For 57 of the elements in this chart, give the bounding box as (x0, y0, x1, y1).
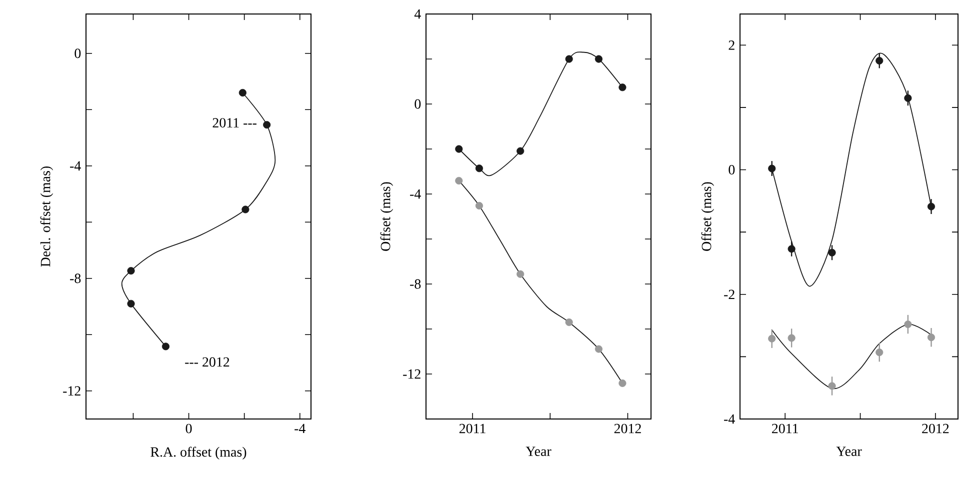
point (828, 248, 836, 256)
y-tick-label: -8 (410, 279, 421, 289)
point (516, 147, 524, 155)
x-tick-label: 0 (186, 424, 192, 434)
point (594, 345, 602, 353)
y-tick-label: -4 (410, 189, 421, 199)
point (455, 145, 463, 153)
y-tick-label: 0 (74, 48, 81, 58)
y-tick-label: 2 (728, 40, 734, 50)
y-tick-label: 0 (728, 165, 735, 174)
y-axis-title: Offset (mas) (380, 182, 394, 251)
point (127, 300, 135, 308)
point (127, 266, 135, 275)
x-axis-title: Year (836, 446, 862, 456)
point (565, 55, 573, 63)
point (238, 88, 246, 97)
annotation: 2011 --- (212, 118, 256, 128)
x-tick-label: 2011 (459, 424, 486, 434)
x-tick-label: 2012 (614, 424, 641, 434)
point (618, 84, 626, 92)
point (828, 382, 836, 390)
point (594, 55, 602, 63)
point (927, 334, 936, 342)
point (162, 342, 170, 350)
point (475, 164, 484, 172)
y-tick-label: -4 (70, 161, 81, 170)
point (475, 202, 484, 210)
y-tick-label: -2 (724, 290, 734, 299)
x-tick-label: -4 (294, 424, 306, 434)
x-tick-label: 2012 (922, 424, 949, 434)
point (618, 379, 626, 388)
point (263, 121, 271, 129)
y-tick-label: -12 (403, 369, 420, 379)
x-tick-label: 2011 (772, 424, 798, 434)
y-tick-label: 4 (414, 9, 421, 19)
point (904, 94, 912, 102)
y-tick-label: 0 (414, 99, 421, 109)
x-axis-title: R.A. offset (mas) (150, 446, 246, 460)
y-axis-title: Decl. offset (mas) (40, 166, 54, 267)
point (455, 176, 463, 185)
y-axis-title: Offset (mas) (701, 182, 714, 251)
point (565, 318, 573, 326)
point (904, 320, 912, 328)
y-tick-label: -8 (70, 274, 81, 284)
y-tick-label: -4 (724, 414, 735, 424)
point (876, 56, 884, 65)
point (788, 334, 796, 342)
point (927, 202, 936, 210)
y-tick-label: -12 (63, 386, 80, 396)
point (876, 348, 884, 356)
point (788, 245, 796, 253)
annotation: --- 2012 (185, 357, 230, 367)
point (516, 270, 524, 278)
point (242, 206, 250, 214)
point (768, 334, 776, 342)
x-axis-title: Year (526, 446, 552, 456)
point (768, 164, 776, 172)
